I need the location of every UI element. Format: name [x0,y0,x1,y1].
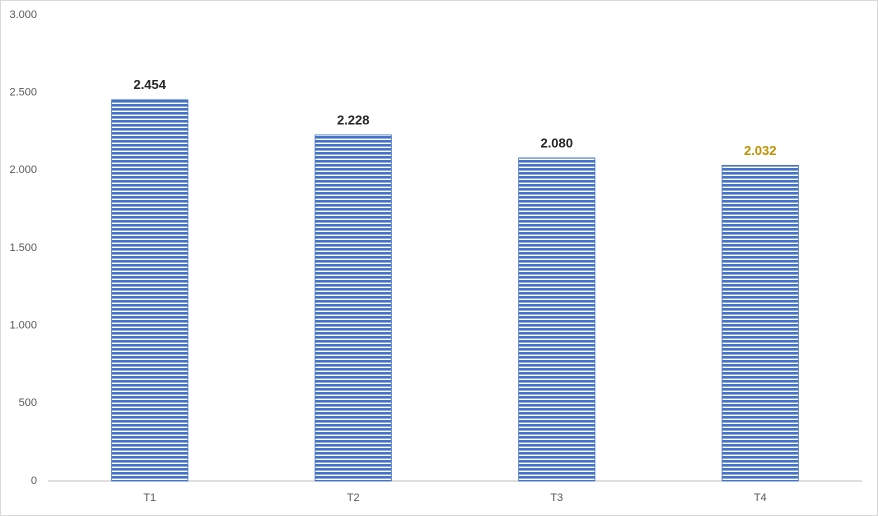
x-tick-label: T3 [550,492,563,504]
x-tick-label: T1 [143,492,156,504]
x-tick-label: T4 [754,492,767,504]
y-tick-label: 1.000 [9,320,37,332]
bar [518,157,596,482]
value-label: 2.454 [133,77,166,92]
y-tick-label: 3.000 [9,9,37,21]
bar [111,99,189,482]
value-label: 2.032 [744,143,777,158]
value-label: 2.080 [540,135,573,150]
y-tick-label: 0 [31,475,37,487]
bar [314,134,392,482]
y-tick-label: 500 [19,397,37,409]
x-tick-label: T2 [347,492,360,504]
y-tick-label: 2.000 [9,164,37,176]
y-tick-label: 2.500 [9,87,37,99]
value-label: 2.228 [337,112,370,127]
bar [721,164,799,482]
y-tick-label: 1.500 [9,242,37,254]
